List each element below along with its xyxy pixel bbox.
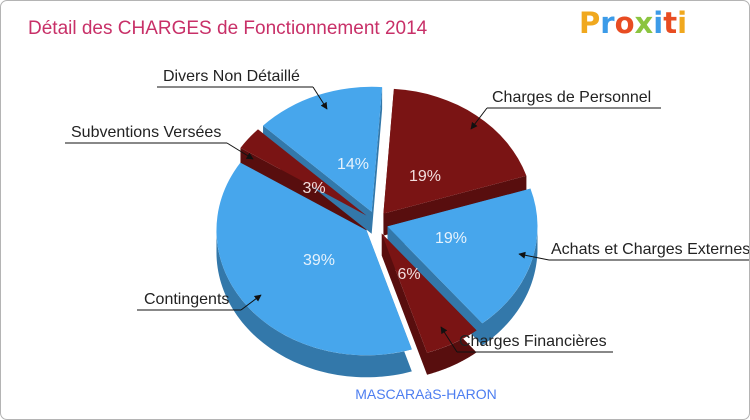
slice-percent-2: 19% <box>435 230 467 247</box>
slice-label-4: Contingents <box>144 291 229 308</box>
brand-logo: Proxiti <box>579 6 687 40</box>
slice-percent-1: 19% <box>409 168 441 185</box>
pie-slice-4 <box>216 162 412 356</box>
pie-slices <box>216 86 538 378</box>
slice-label-5: Subventions Versées <box>71 124 221 141</box>
pie-slice-side-4 <box>216 162 412 378</box>
leader-arrow-3 <box>440 326 458 353</box>
slice-label-1: Charges de Personnel <box>492 89 651 106</box>
pie-slice-2 <box>387 188 538 324</box>
slice-label-6: Divers Non Détaillé <box>163 68 300 85</box>
pie-slice-5 <box>240 129 367 216</box>
slice-label-3: Charges Financières <box>459 333 607 350</box>
slice-percent-6: 14% <box>337 156 369 173</box>
chart-title: Détail des CHARGES de Fonctionnement 201… <box>28 18 428 39</box>
slice-percent-5: 3% <box>302 180 325 197</box>
leader-arrow-5 <box>226 142 254 160</box>
slice-label-2: Achats et Charges Externes <box>551 241 750 258</box>
slice-percent-4: 39% <box>303 252 335 269</box>
leader-arrow-1 <box>470 107 488 130</box>
pie-slice-3 <box>381 233 477 353</box>
leader-arrow-4 <box>240 294 262 311</box>
leader-arrow-6 <box>312 86 328 110</box>
pie-labels: Charges de Personnel 19% Achats et Charges… <box>65 68 750 353</box>
pie-slice-side-1 <box>383 88 527 236</box>
leader-arrow-2 <box>518 251 550 261</box>
chart-subtitle: MASCARAàS-HARON <box>355 386 497 402</box>
pie-slice-6 <box>263 86 383 212</box>
pie-slice-1 <box>383 88 527 214</box>
pie-slice-side-6 <box>263 87 383 234</box>
slice-percent-3: 6% <box>397 266 420 283</box>
